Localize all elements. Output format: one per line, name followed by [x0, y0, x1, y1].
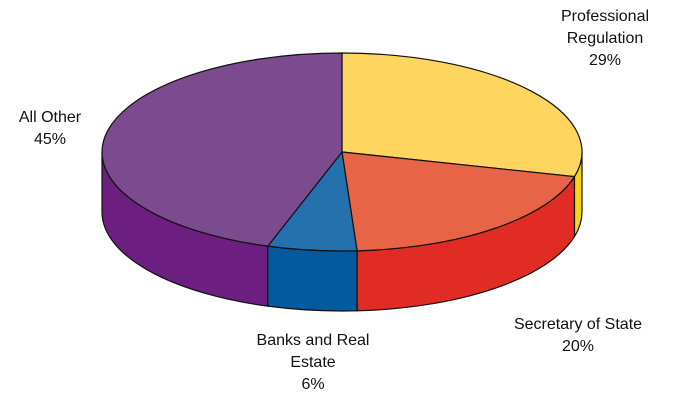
pie-slice-secretary-of-state — [341, 151, 576, 252]
slice-percent: 45% — [33, 131, 67, 148]
slice-name-line: Professional — [560, 8, 650, 25]
slice-percent: 6% — [301, 376, 325, 393]
slice-label-banks-and-real-estate: Banks and Real Estate 6% — [238, 330, 388, 396]
pie-side-banks-and-real-estate — [267, 245, 358, 312]
slice-label-all-other: All Other 45% — [0, 107, 100, 151]
slice-name-line: Regulation — [566, 30, 644, 47]
slice-label-secretary-of-state: Secretary of State 20% — [488, 314, 668, 358]
slice-label-professional-regulation: Professional Regulation 29% — [530, 6, 673, 72]
slice-name-line: Banks and Real — [256, 332, 370, 349]
slice-percent: 20% — [561, 338, 595, 355]
slice-name-line: All Other — [18, 109, 82, 126]
slice-percent: 29% — [588, 52, 622, 69]
pie-slice-all-other — [101, 52, 343, 247]
pie-slice-professional-regulation — [341, 52, 583, 178]
slice-name-line: Estate — [290, 354, 336, 371]
slice-name-line: Secretary of State — [513, 316, 643, 333]
